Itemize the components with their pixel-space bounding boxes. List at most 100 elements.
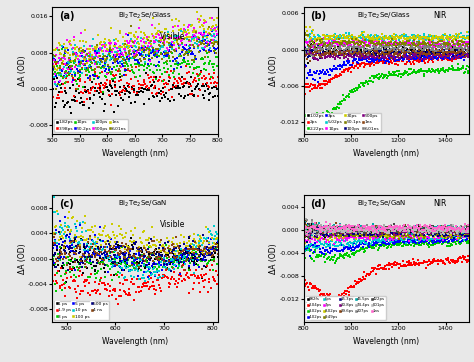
Point (447, 228, 455, 234)
Point (422, 56, 430, 62)
Point (386, 48, 394, 54)
Point (206, 252, 213, 258)
Point (410, 229, 417, 235)
Point (314, 33, 322, 38)
Point (426, 230, 433, 235)
Point (126, 254, 133, 260)
Point (101, 247, 109, 253)
Point (390, 40, 397, 46)
Point (457, 234, 465, 240)
Point (136, 264, 143, 270)
Point (127, 47, 134, 53)
Point (150, 50, 157, 56)
Point (71, 258, 78, 264)
Point (169, 257, 176, 262)
Point (359, 227, 366, 233)
Point (325, 294, 332, 299)
Point (63, 235, 70, 241)
Point (407, 56, 415, 62)
Point (373, 228, 381, 234)
Point (386, 226, 393, 232)
Point (456, 240, 463, 245)
Point (419, 68, 427, 74)
Point (64, 59, 72, 65)
Point (155, 21, 163, 26)
Point (372, 238, 380, 244)
Point (381, 228, 388, 234)
Point (209, 75, 217, 81)
Point (392, 50, 400, 56)
Point (324, 33, 332, 39)
Point (369, 50, 376, 55)
Point (57, 252, 64, 257)
Point (157, 262, 165, 268)
Point (113, 233, 121, 239)
Point (437, 225, 445, 231)
Point (300, 224, 308, 230)
Point (141, 245, 148, 251)
Point (448, 38, 456, 43)
Point (438, 47, 446, 52)
Point (365, 236, 373, 242)
Point (73, 66, 81, 72)
Point (368, 229, 376, 235)
Point (307, 41, 314, 46)
Point (400, 236, 407, 242)
Point (375, 51, 383, 57)
Point (305, 287, 312, 293)
Point (327, 228, 334, 233)
Point (434, 34, 441, 39)
Point (420, 38, 428, 43)
Point (108, 243, 115, 249)
Point (195, 238, 202, 244)
Point (384, 229, 392, 235)
Point (358, 235, 366, 241)
Point (419, 238, 427, 244)
Point (69, 49, 77, 55)
Point (408, 227, 416, 233)
Point (375, 229, 383, 235)
Point (341, 233, 348, 239)
Point (199, 248, 207, 254)
Point (55, 40, 63, 46)
Point (137, 252, 144, 258)
Point (113, 51, 121, 56)
Point (420, 239, 428, 245)
Point (337, 41, 344, 46)
Point (101, 255, 109, 261)
Point (166, 44, 174, 50)
Point (367, 32, 375, 38)
Point (131, 89, 138, 95)
Point (401, 45, 409, 51)
Point (378, 51, 386, 56)
Point (359, 227, 366, 233)
Point (324, 237, 332, 243)
Point (386, 260, 393, 266)
Point (318, 42, 325, 48)
Point (395, 236, 402, 242)
Point (465, 225, 472, 231)
Point (397, 35, 405, 41)
Point (85, 56, 92, 62)
Point (462, 41, 470, 47)
Point (328, 229, 335, 235)
Point (156, 39, 164, 45)
Point (396, 227, 404, 232)
Point (335, 229, 342, 235)
Point (305, 229, 312, 235)
Point (383, 35, 391, 41)
Point (392, 233, 399, 239)
Point (371, 35, 378, 41)
Point (152, 254, 160, 260)
Point (381, 232, 388, 238)
Point (115, 293, 122, 299)
Point (325, 224, 332, 230)
Point (329, 66, 337, 72)
Point (331, 252, 339, 258)
Point (57, 236, 65, 242)
Point (130, 252, 137, 258)
Point (98, 281, 106, 286)
Point (54, 247, 61, 253)
Point (465, 229, 472, 235)
Point (59, 239, 67, 245)
